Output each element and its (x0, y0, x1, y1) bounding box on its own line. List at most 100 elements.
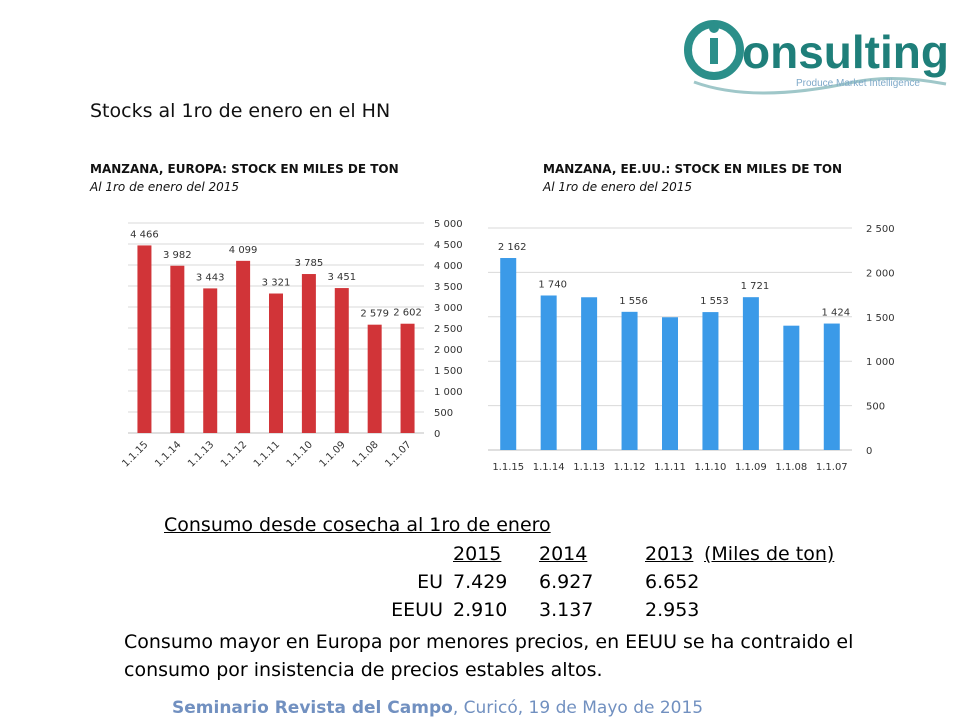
y-tick-label: 1 000 (434, 387, 463, 398)
europe-stock-chart: 0 500 1 000 1 500 2 000 2 500 3 000 3 500 4 000 4… (120, 219, 463, 470)
y-tick-label: 3 000 (434, 303, 463, 314)
bar (823, 323, 840, 450)
data-label: 1 553 (700, 296, 729, 307)
us-chart-title: MANZANA, EE.UU.: STOCK EN MILES DE TON (543, 162, 843, 176)
footer-place-date: , Curicó, 19 de Mayo de 2015 (452, 698, 704, 718)
row-label: EEUU (391, 599, 443, 621)
value-2015: 7.429 (453, 571, 508, 593)
us-chart-subtitle: Al 1ro de enero del 2015 (543, 180, 693, 194)
y-tick-label: 1 500 (434, 366, 463, 377)
year-2013-header: 2013 (645, 543, 694, 565)
y-tick-label: 1 500 (866, 313, 895, 324)
europe-chart-subtitle: Al 1ro de enero del 2015 (90, 180, 240, 194)
x-tick-label: 1.1.12 (614, 462, 646, 473)
bar (334, 288, 349, 433)
data-label: 2 602 (393, 308, 422, 319)
value-2013: 2.953 (645, 599, 700, 621)
x-tick-label: 1.1.11 (654, 462, 686, 473)
x-tick-label: 1.1.10 (695, 462, 727, 473)
bar (400, 323, 415, 433)
logo-text: onsulting (742, 26, 949, 78)
row-label: EU (417, 571, 443, 593)
x-tick-label: 1.1.09 (735, 462, 767, 473)
value-2015: 2.910 (453, 599, 508, 621)
data-label: 3 982 (163, 250, 192, 261)
data-label: 1 424 (821, 308, 850, 319)
consumption-title: Consumo desde cosecha al 1ro de enero (164, 514, 551, 536)
data-label: 3 443 (196, 272, 225, 283)
data-label: 3 451 (327, 272, 356, 283)
y-tick-label: 2 000 (866, 268, 895, 279)
x-tick-label: 1.1.14 (533, 462, 565, 473)
bar (301, 274, 316, 433)
data-label: 4 466 (130, 229, 159, 240)
consumption-row-eeuu: EEUU 2.910 3.137 2.953 (0, 599, 960, 627)
bar (742, 297, 759, 450)
bar (621, 311, 638, 450)
footer: Seminario Revista del Campo, Curicó, 19 … (172, 698, 703, 718)
bar (702, 312, 719, 450)
value-2014: 3.137 (539, 599, 594, 621)
y-tick-label: 3 500 (434, 282, 463, 293)
logo-i-dot-icon (709, 23, 719, 33)
bar (367, 324, 382, 433)
x-tick-label: 1.1.08 (775, 462, 807, 473)
bar (269, 293, 283, 433)
data-label: 3 785 (295, 258, 324, 269)
x-tick-label: 1.1.11 (252, 439, 282, 469)
y-tick-label: 2 500 (866, 224, 895, 235)
y-tick-label: 0 (434, 429, 440, 440)
bar (137, 245, 152, 433)
value-2014: 6.927 (539, 571, 594, 593)
y-tick-label: 4 000 (434, 261, 463, 272)
data-label: 3 321 (262, 278, 291, 289)
data-label: 2 579 (360, 309, 389, 320)
data-label: 1 721 (741, 281, 770, 292)
unit-header: (Miles de ton) (704, 543, 835, 565)
y-tick-label: 4 500 (434, 240, 463, 251)
y-tick-label: 5 000 (434, 219, 463, 230)
consumption-row-eu: EU 7.429 6.927 6.652 (0, 571, 960, 599)
consulting-logo: onsulting Produce Market Intelligence (684, 20, 949, 95)
logo-swoosh-icon (693, 76, 947, 95)
consumption-note: Consumo mayor en Europa por menores prec… (124, 631, 854, 681)
year-2015-header: 2015 (453, 543, 502, 565)
x-tick-label: 1.1.13 (186, 439, 216, 469)
y-tick-label: 500 (434, 408, 453, 419)
bar (236, 260, 251, 433)
bar (783, 325, 800, 450)
y-tick-label: 1 000 (866, 357, 895, 368)
x-tick-label: 1.1.09 (318, 439, 348, 469)
value-2013: 6.652 (645, 571, 700, 593)
y-tick-label: 2 500 (434, 324, 463, 335)
x-tick-label: 1.1.07 (816, 462, 848, 473)
bar (662, 317, 678, 450)
bar (170, 265, 185, 433)
y-tick-label: 0 (866, 446, 872, 457)
europe-chart-title: MANZANA, EUROPA: STOCK EN MILES DE TON (90, 162, 399, 176)
us-stock-chart: 0 500 1 000 1 500 2 000 2 500 2 162 1.1.15 1 740… (488, 224, 895, 473)
logo-subtitle: Produce Market Intelligence (796, 78, 920, 89)
bar (203, 288, 218, 433)
footer-event: Seminario Revista del Campo (172, 698, 453, 718)
x-tick-label: 1.1.10 (285, 439, 315, 469)
x-tick-label: 1.1.15 (492, 462, 524, 473)
bar (581, 297, 598, 450)
data-label: 2 162 (498, 242, 527, 253)
y-tick-label: 2 000 (434, 345, 463, 356)
logo-i-stem-icon (710, 38, 718, 64)
data-label: 1 740 (538, 279, 567, 290)
x-tick-label: 1.1.08 (351, 439, 381, 469)
x-tick-label: 1.1.13 (573, 462, 605, 473)
data-label: 4 099 (229, 245, 258, 256)
slide-title: Stocks al 1ro de enero en el HN (90, 100, 391, 122)
bar (540, 295, 557, 450)
y-tick-label: 500 (866, 402, 885, 413)
data-label: 1 556 (619, 296, 648, 307)
x-tick-label: 1.1.07 (383, 439, 413, 469)
year-2014-header: 2014 (539, 543, 588, 565)
bar (500, 258, 517, 450)
consumption-header-row: 2015 2014 2013 (Miles de ton) (0, 543, 960, 571)
x-tick-label: 1.1.12 (219, 439, 249, 469)
x-tick-label: 1.1.15 (120, 439, 150, 469)
